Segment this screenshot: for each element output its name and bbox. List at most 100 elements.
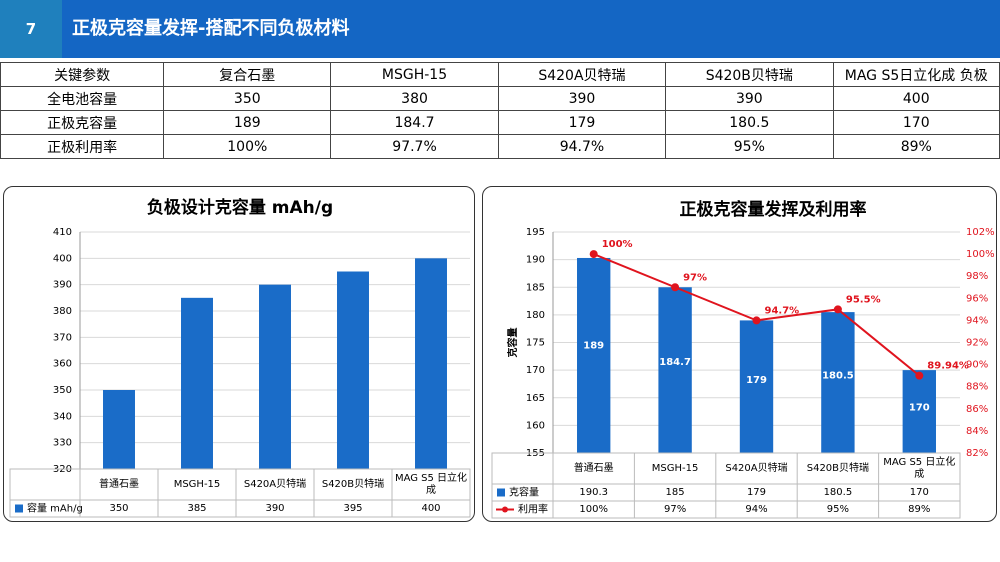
table-cell: 400	[421, 502, 441, 514]
bar	[821, 312, 855, 453]
cell-text: MSGH-15	[651, 462, 699, 474]
table-cell: 350	[163, 86, 332, 111]
table-cell: 400	[832, 86, 1000, 111]
cell-text: 89%	[908, 503, 931, 515]
table-cell: 100%	[579, 503, 608, 515]
table-cell: MAG S5 日立化成	[395, 473, 467, 496]
bar	[103, 390, 135, 469]
slide-title: 正极克容量发挥-搭配不同负极材料	[72, 18, 350, 39]
line-annotation: 89.94%	[927, 361, 969, 372]
table-cell: 95%	[665, 134, 834, 159]
table-cell: 正极克容量	[0, 110, 165, 135]
y-tick-label: 360	[53, 359, 72, 370]
cell-text: 100%	[579, 503, 608, 515]
chart-panel	[482, 186, 997, 522]
table-cell: MSGH-15	[173, 478, 221, 490]
cell-text: 350	[109, 502, 129, 514]
table-cell: 185	[665, 486, 685, 498]
spec-table: 关键参数 复合石墨 MSGH-15 S420A贝特瑞 S420B贝特瑞 MAG S5日立化…	[0, 62, 1000, 159]
y-tick-label: 165	[526, 393, 545, 404]
cell-text: 97%	[663, 503, 687, 515]
y-tick-label: 160	[526, 420, 545, 431]
cell-text: MSGH-15	[173, 478, 221, 490]
table-cell: 390	[497, 86, 667, 111]
table-cell: 180.5	[823, 486, 853, 498]
bar	[902, 370, 936, 453]
y2-tick-label: 92%	[966, 338, 988, 349]
bar-annotation: 184.7	[659, 357, 691, 368]
header-bar: 7 正极克容量发挥-搭配不同负极材料	[0, 0, 1000, 58]
table-cell: 170	[910, 487, 929, 498]
bar	[259, 284, 291, 469]
table-cell: 普通石墨	[573, 462, 614, 474]
y-tick-label: 390	[53, 280, 72, 291]
table-cell: 94.7%	[497, 134, 667, 159]
chart-title: 负极设计克容量 mAh/g	[147, 197, 333, 218]
cell-text: 185	[665, 486, 685, 498]
bar	[337, 271, 369, 469]
line-point	[915, 371, 924, 380]
table-cell: 普通石墨	[99, 479, 139, 490]
cell-text: 190.3	[579, 486, 609, 498]
y-tick-label: 175	[526, 338, 545, 349]
y2-tick-label: 100%	[966, 249, 995, 260]
bar	[415, 258, 447, 469]
table-row: 正极克容量 189 184.7 179 180.5 170	[0, 110, 1000, 135]
cell-text: 390	[265, 502, 285, 514]
y-tick-label: 180	[526, 310, 545, 321]
bar	[658, 287, 692, 453]
cell-text: S420A贝特瑞	[243, 478, 307, 490]
cell-text: 180.5	[823, 486, 853, 498]
cell-text: 普通石墨	[573, 462, 614, 474]
table-row: 正极利用率 100% 97.7% 94.7% 95% 89%	[0, 134, 1000, 159]
table-cell: 395	[343, 502, 363, 514]
y-axis-label: 克容量	[506, 328, 519, 358]
table-cell: S420A贝特瑞	[725, 462, 788, 474]
table-cell: 97%	[663, 503, 687, 515]
cell-text: S420A贝特瑞	[725, 462, 788, 474]
table-cell: 184.7	[330, 110, 499, 135]
cell-text: 179	[746, 486, 767, 498]
table-cell: 350	[109, 502, 129, 514]
y2-tick-label: 90%	[966, 360, 988, 371]
table-cell: MSGH-15	[651, 462, 699, 474]
cell-text: 395	[343, 502, 363, 514]
y-tick-label: 195	[526, 227, 545, 238]
cell-text: S420B贝特瑞	[806, 462, 870, 474]
y-tick-label: 380	[53, 306, 72, 317]
chart-panel	[3, 186, 475, 522]
table-cell: 385	[187, 502, 207, 514]
bar	[181, 297, 213, 469]
table-cell: 179	[746, 486, 767, 498]
y-tick-label: 340	[53, 411, 72, 422]
table-cell: 关键参数	[0, 62, 165, 87]
cell-text: MAG S5 日立化成	[883, 456, 956, 480]
table-cell: MAG S5 日立化成	[883, 456, 956, 480]
bar-annotation: 179	[746, 375, 767, 386]
table-cell: 390	[265, 502, 285, 514]
y-tick-label: 410	[53, 227, 72, 238]
table-cell: 95%	[827, 504, 849, 515]
table-cell: 94%	[745, 504, 767, 515]
y-tick-label: 370	[53, 332, 72, 343]
cell-text: 400	[421, 502, 441, 514]
cell-text: S420B贝特瑞	[321, 478, 385, 490]
table-cell: S420A贝特瑞	[243, 478, 307, 490]
y-tick-label: 350	[53, 385, 72, 396]
y-tick-label: 190	[526, 255, 545, 266]
table-cell: 180.5	[665, 110, 834, 135]
table-cell: S420B贝特瑞	[321, 478, 385, 490]
line-point	[752, 316, 761, 325]
bar	[739, 320, 774, 453]
y2-tick-label: 98%	[966, 271, 988, 282]
y2-tick-label: 102%	[966, 227, 995, 238]
line-annotation: 100%	[602, 239, 633, 250]
table-cell: S420B贝特瑞	[806, 462, 870, 474]
cell-text: 385	[187, 502, 207, 514]
y-tick-label: 170	[526, 365, 545, 376]
line-point	[589, 250, 598, 259]
legend-swatch	[15, 504, 23, 513]
legend-label: 容量 mAh/g	[27, 502, 83, 515]
y2-tick-label: 84%	[966, 426, 988, 437]
